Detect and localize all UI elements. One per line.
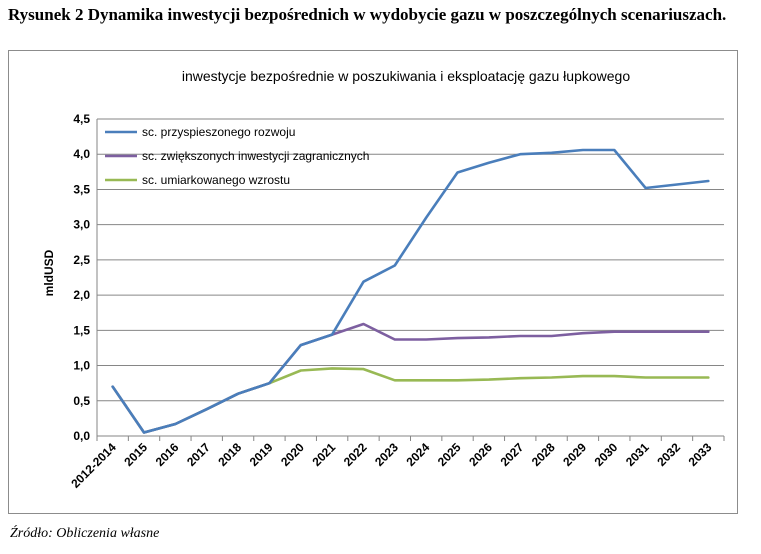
y-tick-label: 3,0 <box>73 218 90 232</box>
x-tick-label: 2016 <box>153 440 182 469</box>
line-chart: inwestycje bezpośrednie w poszukiwania i… <box>42 68 725 491</box>
x-tick-label: 2012-2014 <box>68 440 119 491</box>
y-tick-label: 0,0 <box>73 429 90 443</box>
x-tick-label: 2026 <box>466 440 495 469</box>
x-tick-label: 2018 <box>215 440 244 469</box>
y-tick-label: 3,5 <box>73 182 90 196</box>
x-tick-label: 2030 <box>592 440 621 469</box>
y-tick-label: 4,5 <box>73 112 90 126</box>
legend-label: sc. przyspieszonego rozwoju <box>142 125 295 139</box>
legend-label: sc. umiarkowanego wzrostu <box>142 173 290 187</box>
series-line <box>111 148 710 434</box>
x-tick-label: 2017 <box>184 440 213 469</box>
x-tick-label: 2027 <box>498 440 527 469</box>
x-tick-label: 2020 <box>278 440 307 469</box>
y-tick-label: 1,5 <box>73 323 90 337</box>
x-tick-label: 2028 <box>529 440 558 469</box>
x-tick-label: 2021 <box>309 440 338 469</box>
x-tick-label: 2023 <box>372 440 401 469</box>
y-tick-label: 2,0 <box>73 288 90 302</box>
x-tick-label: 2033 <box>686 440 715 469</box>
x-tick-label: 2022 <box>341 440 370 469</box>
x-tick-label: 2015 <box>121 440 150 469</box>
y-tick-label: 1,0 <box>73 359 90 373</box>
x-tick-label: 2025 <box>435 440 464 469</box>
source-note: Źródło: Obliczenia własne <box>10 526 160 541</box>
series-line <box>111 322 710 434</box>
figure-caption: Rysunek 2 Dynamika inwestycji bezpośredn… <box>8 5 727 24</box>
chart-title: inwestycje bezpośrednie w poszukiwania i… <box>182 68 630 84</box>
y-tick-label: 4,0 <box>73 147 90 161</box>
x-tick-label: 2024 <box>404 440 433 469</box>
y-axis-label: mldUSD <box>42 249 56 296</box>
chart-frame: inwestycje bezpośrednie w poszukiwania i… <box>8 50 738 514</box>
x-tick-label: 2032 <box>654 440 683 469</box>
y-tick-label: 2,5 <box>73 253 90 267</box>
x-tick-label: 2019 <box>247 440 276 469</box>
x-tick-label: 2031 <box>623 440 652 469</box>
y-tick-label: 0,5 <box>73 394 90 408</box>
x-tick-label: 2029 <box>560 440 589 469</box>
legend-label: sc. zwiększonych inwestycji zagranicznyc… <box>142 149 369 163</box>
